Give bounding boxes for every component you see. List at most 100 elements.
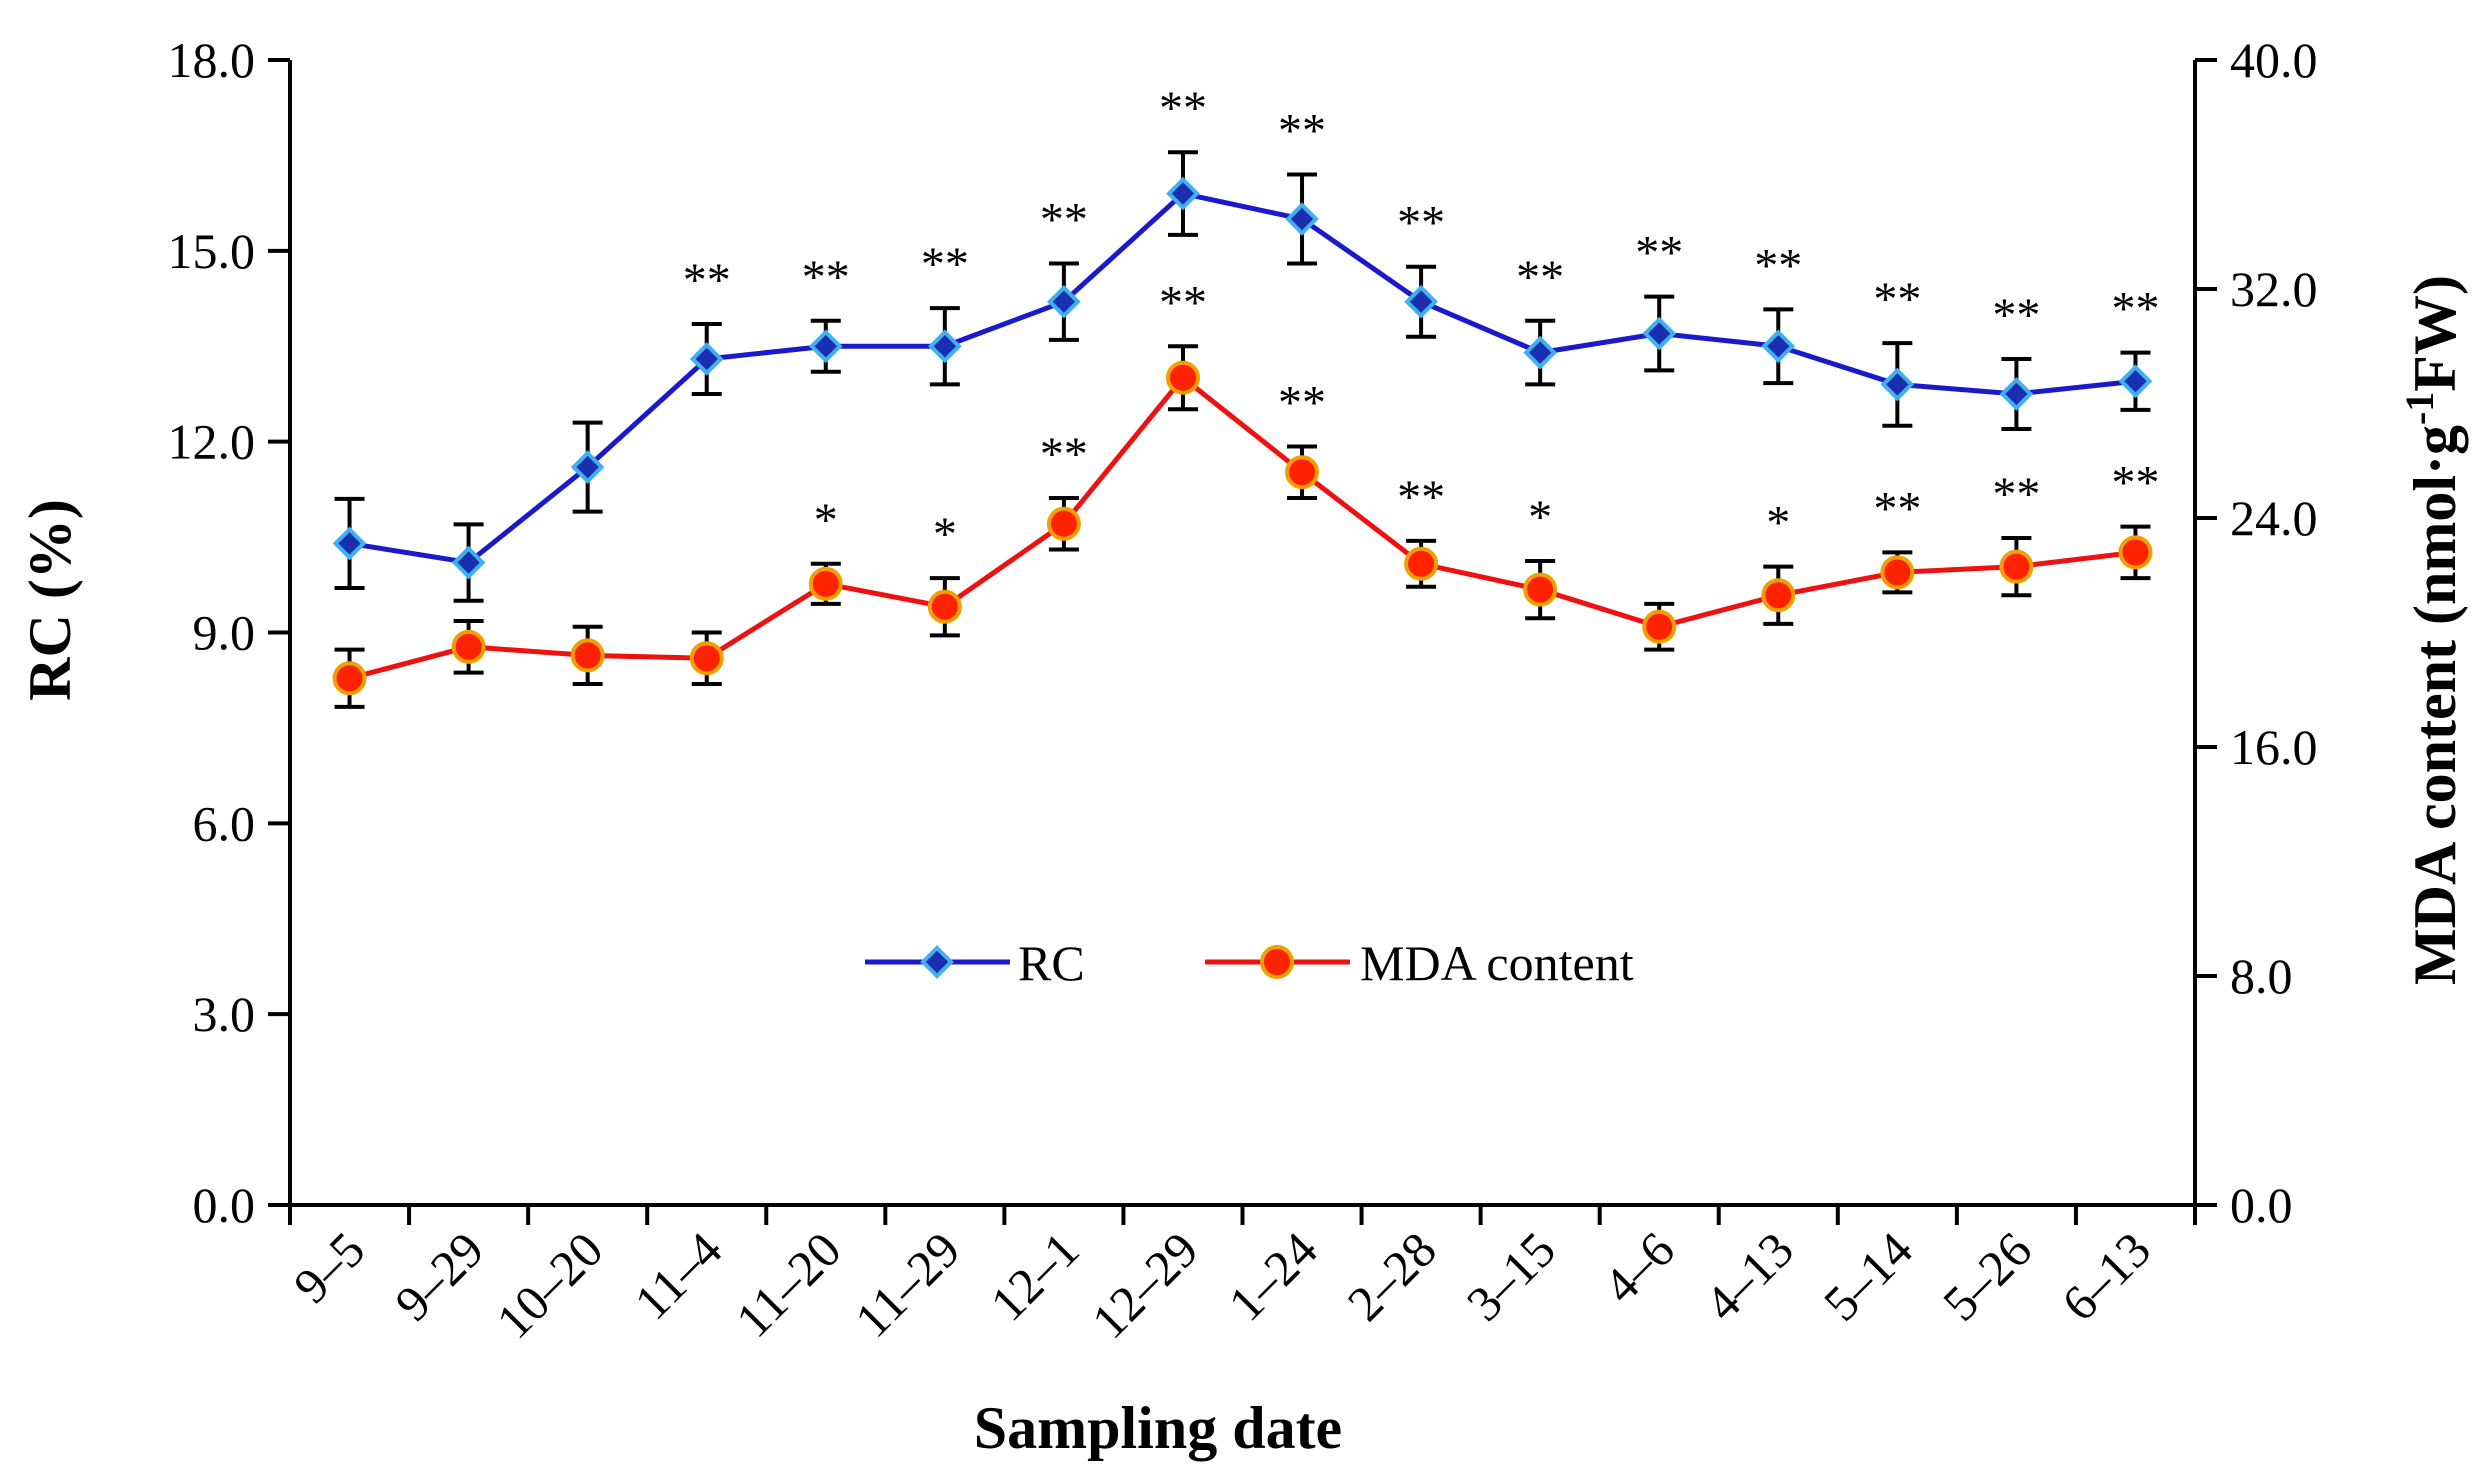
data-point-marker xyxy=(1285,455,1320,490)
x-tick-label: 3–15 xyxy=(1456,1221,1566,1331)
x-tick-label: 11–20 xyxy=(725,1221,852,1348)
significance-label: ** xyxy=(1754,239,1802,292)
x-tick-label: 6–13 xyxy=(2051,1221,2161,1331)
data-point-marker xyxy=(689,342,724,376)
legend-rc-marker xyxy=(920,945,954,979)
significance-label: ** xyxy=(802,251,850,304)
data-point-marker xyxy=(1523,335,1557,370)
x-tick-label: 10–20 xyxy=(485,1221,613,1349)
x-tick-label: 4–6 xyxy=(1592,1221,1685,1314)
data-point-marker xyxy=(1047,284,1081,319)
significance-label: ** xyxy=(1516,251,1564,304)
y-axis-right-title-prefix: MDA content (nmol·g xyxy=(2402,425,2468,985)
data-point-marker xyxy=(1404,284,1438,319)
x-tick-label: 2–28 xyxy=(1337,1221,1447,1331)
y-axis-right-title-suffix: FW) xyxy=(2402,275,2468,392)
data-point-marker xyxy=(1046,506,1081,541)
data-point-marker xyxy=(570,450,605,484)
data-point-marker xyxy=(1285,202,1319,236)
tick-group: 0.0 3.0 6.0 9.0 12.0 15.0 18.0 0.0 8.0 16.0 24.0 32… xyxy=(168,32,2318,1349)
x-tick-label: 12–1 xyxy=(979,1221,1089,1331)
x-tick-label: 1–24 xyxy=(1218,1221,1328,1331)
significance-label: ** xyxy=(1040,428,1088,481)
significance-label: ** xyxy=(1278,376,1326,429)
y-left-tick-label: 3.0 xyxy=(193,986,256,1042)
legend-mda-marker xyxy=(1260,945,1294,979)
data-point-marker xyxy=(1642,609,1677,644)
y-left-tick-label: 15.0 xyxy=(168,223,256,279)
significance-label: ** xyxy=(1873,273,1921,326)
data-point-marker xyxy=(451,629,486,664)
y-right-tick-label: 16.0 xyxy=(2230,719,2318,775)
y-right-tick-label: 32.0 xyxy=(2230,261,2318,317)
y-right-tick-label: 0.0 xyxy=(2230,1177,2293,1233)
data-point-marker xyxy=(927,589,962,624)
data-point-marker xyxy=(808,329,843,364)
data-point-marker xyxy=(332,526,367,561)
series-line xyxy=(349,190,2136,566)
y-left-tick-label: 6.0 xyxy=(193,795,256,851)
significance-label: ** xyxy=(921,238,969,291)
significance-label: * xyxy=(814,494,838,547)
y-axis-left-title: RC (%) xyxy=(17,499,83,701)
x-tick-label: 12–29 xyxy=(1081,1221,1209,1349)
y-left-tick-label: 9.0 xyxy=(193,605,256,661)
data-point-marker xyxy=(1523,572,1558,607)
x-tick-label: 9–5 xyxy=(283,1221,376,1314)
data-point-marker xyxy=(1761,578,1796,613)
y-axis-right-title: MDA content (nmol·g-1FW) xyxy=(2397,275,2469,985)
y-right-tick-label: 40.0 xyxy=(2230,32,2318,88)
data-point-marker xyxy=(1761,329,1796,364)
significance-label: * xyxy=(1766,497,1790,550)
series-group: ** ** ****** ****** ** **** ** *** ********* * * **… xyxy=(332,82,2159,709)
significance-label: ** xyxy=(2111,457,2159,510)
data-point-marker xyxy=(689,641,724,676)
x-tick-label: 5–26 xyxy=(1932,1221,2042,1331)
significance-label: ** xyxy=(1635,227,1683,280)
significance-label: ** xyxy=(2111,283,2159,336)
x-axis-title: Sampling date xyxy=(974,1395,1342,1461)
y-right-tick-label: 8.0 xyxy=(2230,948,2293,1004)
legend: RC MDA content xyxy=(865,935,1634,991)
significance-label: ** xyxy=(1397,471,1445,524)
data-point-marker xyxy=(2118,535,2153,570)
x-tick-label: 11–29 xyxy=(844,1221,971,1348)
series-rc: ** ** ****** ****** ** **** ** ** xyxy=(332,82,2159,603)
axes-group xyxy=(288,60,2197,1207)
data-point-marker xyxy=(332,661,367,696)
data-point-marker xyxy=(1166,176,1200,211)
data-point-marker xyxy=(1404,546,1439,581)
significance-label: ** xyxy=(1040,194,1088,247)
y-left-tick-label: 0.0 xyxy=(193,1177,256,1233)
x-tick-label: 11–4 xyxy=(623,1221,732,1330)
data-point-marker xyxy=(1642,316,1677,351)
significance-label: ** xyxy=(1159,82,1207,135)
x-tick-label: 9–29 xyxy=(384,1221,494,1331)
y-left-tick-label: 18.0 xyxy=(168,32,256,88)
y-axis-right-title-superscript: -1 xyxy=(2397,392,2442,425)
legend-mda-label: MDA content xyxy=(1360,935,1634,991)
data-point-marker xyxy=(1880,367,1915,402)
significance-label: * xyxy=(1528,491,1552,544)
significance-label: ** xyxy=(1992,468,2040,521)
x-tick-label: 5–14 xyxy=(1813,1221,1923,1331)
data-point-marker xyxy=(2118,364,2153,399)
significance-label: ** xyxy=(1873,482,1921,535)
significance-label: ** xyxy=(1992,289,2040,342)
significance-label: ** xyxy=(1278,105,1326,158)
data-point-marker xyxy=(808,566,843,601)
significance-label: ** xyxy=(1159,276,1207,329)
data-point-marker xyxy=(1880,555,1915,590)
data-point-marker xyxy=(1165,360,1200,395)
data-point-marker xyxy=(1999,377,2034,411)
data-point-marker xyxy=(570,638,605,673)
data-point-marker xyxy=(1999,549,2034,584)
y-right-tick-label: 24.0 xyxy=(2230,490,2318,546)
data-point-marker xyxy=(928,329,962,364)
x-tick-label: 4–13 xyxy=(1694,1221,1804,1331)
series-mda: * ********* * * ** ** ** xyxy=(332,276,2159,709)
significance-label: ** xyxy=(683,254,731,307)
legend-rc-label: RC xyxy=(1018,935,1085,991)
data-point-marker xyxy=(451,545,486,580)
